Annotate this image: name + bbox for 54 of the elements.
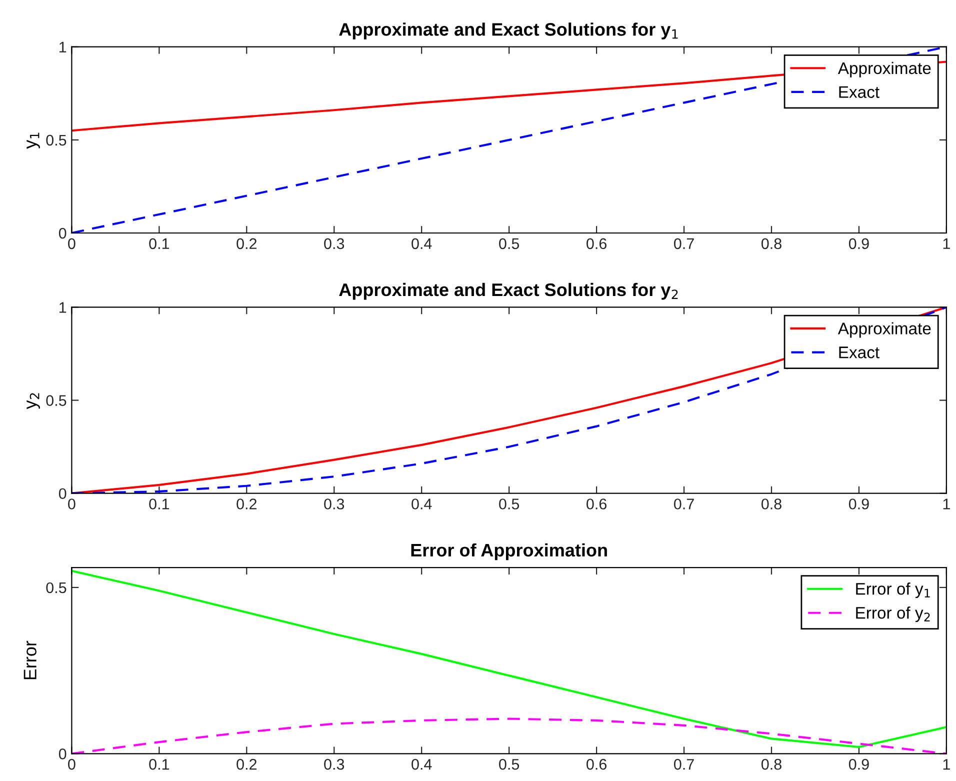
y-tick-label: 0.5	[46, 395, 66, 406]
y-tick-label: 0	[58, 748, 66, 760]
y-tick-label: 0	[58, 228, 66, 239]
x-tick-label: 0.6	[586, 758, 606, 770]
legend-label: Approximate	[838, 322, 931, 338]
chart-title: Approximate and Exact Solutions for y$_{1}$	[339, 22, 678, 40]
x-tick-label: 0.4	[412, 498, 432, 510]
x-tick-label: 0.8	[761, 238, 782, 250]
x-tick-label: 0.6	[586, 238, 606, 250]
x-tick-label: 0.8	[761, 758, 782, 770]
legend-label: Exact	[839, 86, 880, 98]
x-tick-label: 0.6	[586, 498, 606, 510]
x-tick-label: 0.5	[499, 238, 520, 250]
x-tick-label: 0.3	[324, 498, 344, 510]
x-tick-label: 1	[943, 238, 950, 249]
x-tick-label: 0.9	[848, 758, 869, 770]
x-tick-label: 0.8	[761, 498, 782, 510]
chart-title: Approximate and Exact Solutions for y$_{2}$	[339, 282, 678, 300]
legend-label: Approximate	[838, 62, 931, 78]
x-tick-label: 1	[943, 759, 950, 770]
x-tick-label: 0.7	[674, 498, 694, 510]
x-tick-label: 0.1	[149, 498, 170, 510]
y-tick-label: 0	[58, 488, 66, 500]
x-tick-label: 0.7	[674, 758, 694, 770]
x-tick-label: 0	[68, 498, 76, 510]
x-tick-label: 0	[68, 238, 76, 250]
y-tick-label: 0.5	[46, 582, 66, 594]
chart-title: Error of Approximation	[411, 543, 607, 560]
y-tick-label: 1	[60, 302, 66, 313]
x-tick-label: 0.4	[412, 758, 432, 770]
x-tick-label: 1	[943, 498, 950, 510]
y-tick-label: 0.5	[46, 134, 66, 146]
y-tick-label: 1	[60, 42, 66, 52]
x-tick-label: 0.3	[324, 758, 344, 770]
line-series	[72, 570, 946, 748]
x-tick-label: 0.2	[236, 758, 256, 770]
legend-label: Error of y$_{2}$	[856, 606, 930, 622]
legend-label: Exact	[839, 346, 880, 358]
x-tick-label: 0	[68, 758, 76, 770]
x-tick-label: 0.7	[674, 238, 694, 250]
y-axis-title: y$_{1}$	[26, 132, 40, 149]
x-tick-label: 0.4	[412, 238, 432, 250]
y-axis-title: Error	[24, 640, 36, 680]
x-tick-label: 0.1	[149, 758, 170, 770]
x-tick-label: 0.3	[324, 238, 344, 250]
x-tick-label: 0.5	[499, 498, 520, 510]
x-tick-label: 0.9	[848, 498, 869, 510]
x-tick-label: 0.1	[149, 238, 170, 250]
y-axis-title: y$_{2}$	[26, 393, 40, 410]
legend-label: Error of y$_{1}$	[856, 582, 930, 598]
x-tick-label: 0.2	[236, 238, 256, 250]
x-tick-label: 0.9	[848, 238, 869, 250]
x-tick-label: 0.5	[499, 758, 520, 770]
x-tick-label: 0.2	[236, 498, 256, 510]
